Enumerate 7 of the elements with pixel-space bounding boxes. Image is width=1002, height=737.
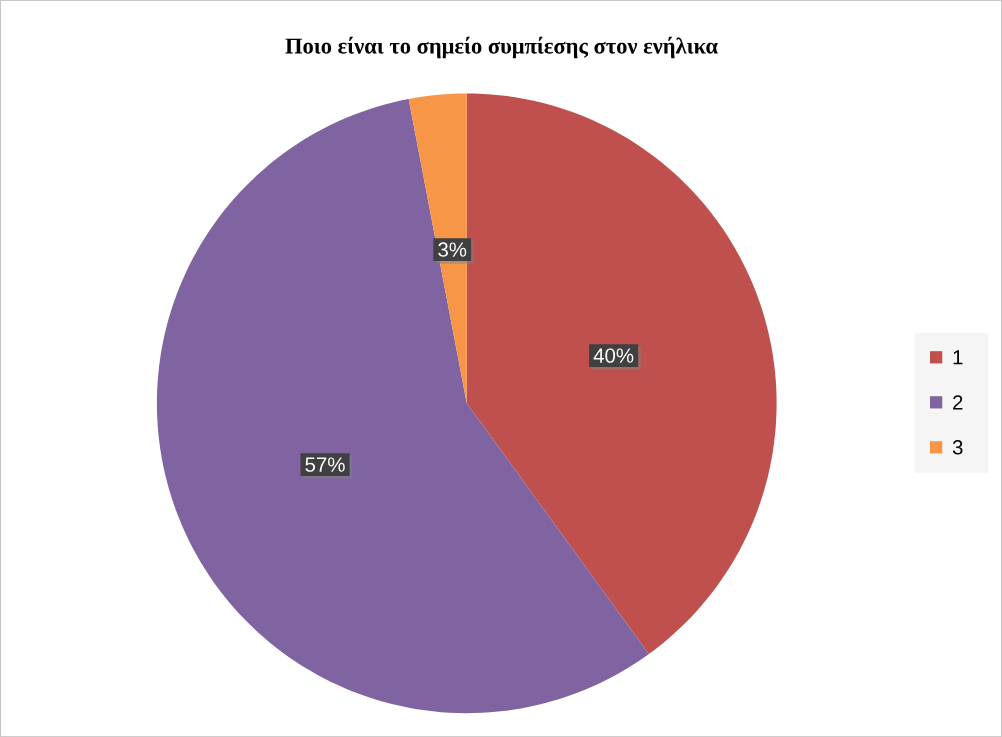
- legend-label: 3: [952, 440, 963, 455]
- legend-label: 2: [953, 395, 963, 410]
- data-label: 57%: [305, 457, 345, 472]
- legend-label: 1: [953, 350, 963, 365]
- chart-title: Ποιο είναι το σημείο συμπίεσης στον ενήλικα: [285, 36, 718, 59]
- data-label: 40%: [593, 348, 634, 363]
- data-label: 3%: [438, 242, 467, 257]
